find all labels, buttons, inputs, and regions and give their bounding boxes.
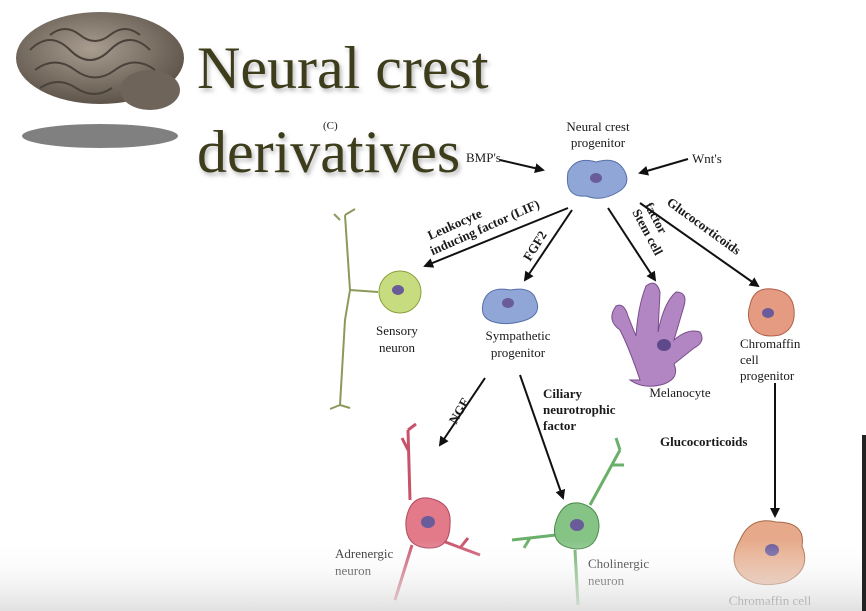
arrow bbox=[499, 159, 545, 174]
node-label: progenitor bbox=[740, 368, 795, 383]
arrow bbox=[639, 202, 760, 288]
factor-label: Wnt's bbox=[692, 151, 722, 166]
node-label: Chromaffin bbox=[740, 336, 801, 351]
node-label: Sensory bbox=[376, 323, 418, 338]
arrow bbox=[519, 374, 566, 500]
sensory-neuron-cell bbox=[329, 208, 422, 410]
arrow bbox=[523, 209, 573, 282]
slide-title: Neural crest bbox=[197, 35, 489, 101]
node-label: cell bbox=[740, 352, 759, 367]
cholinergic-neuron-cell bbox=[511, 437, 624, 606]
factor-label: Ciliary bbox=[543, 386, 582, 401]
chromaffin-progenitor-cell bbox=[747, 288, 795, 337]
progenitor-cell bbox=[566, 159, 628, 199]
node-label: Melanocyte bbox=[649, 385, 711, 400]
arrow bbox=[638, 158, 689, 176]
factor-label: neurotrophic bbox=[543, 402, 616, 417]
edge-strip bbox=[862, 435, 866, 611]
node-label: progenitor bbox=[571, 135, 626, 150]
node-label: progenitor bbox=[491, 345, 546, 360]
sympathetic-cell bbox=[481, 288, 539, 325]
slide-title: derivatives bbox=[197, 119, 460, 185]
melanocyte-cell bbox=[611, 282, 703, 387]
arrow bbox=[438, 377, 486, 447]
node-label: Sympathetic bbox=[486, 328, 551, 343]
brain-image bbox=[16, 12, 184, 148]
factor-label: Glucocorticoids bbox=[660, 434, 747, 449]
node-label: neuron bbox=[379, 340, 416, 355]
arrow bbox=[423, 207, 569, 268]
panel-label: (C) bbox=[323, 120, 338, 132]
arrow bbox=[607, 207, 657, 282]
bottom-fade bbox=[0, 540, 866, 611]
node-label: Neural crest bbox=[566, 119, 630, 134]
factor-label: BMP's bbox=[466, 150, 501, 165]
factor-label: factor bbox=[543, 418, 576, 433]
